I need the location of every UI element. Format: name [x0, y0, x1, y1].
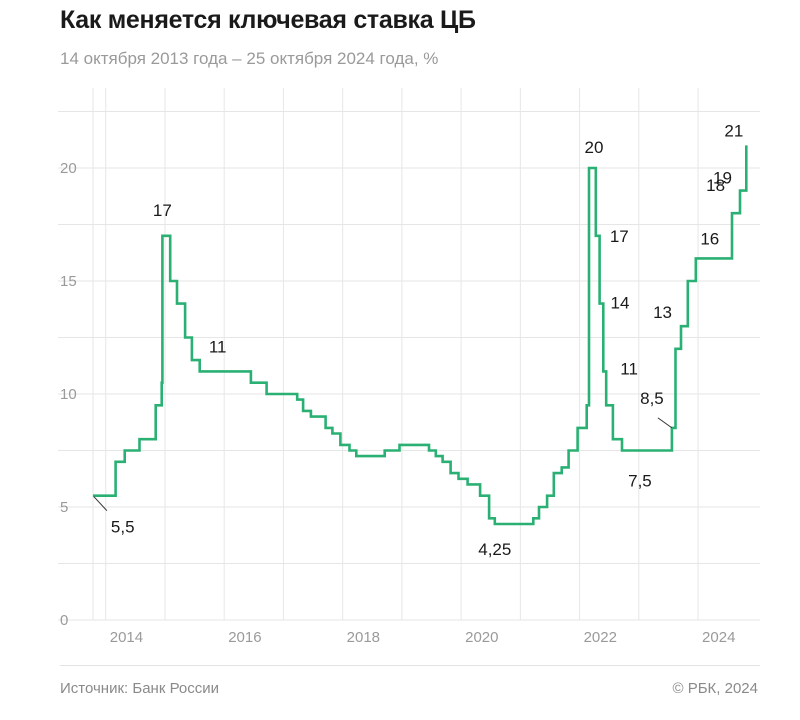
y-tick-label: 15 [60, 273, 77, 290]
chart-title: Как меняется ключевая ставка ЦБ [60, 6, 476, 34]
data-label: 13 [653, 303, 672, 322]
axis-labels: 0 5 10 15 20 2014 2016 2018 2020 2022 2024 [60, 160, 735, 646]
x-tick-label: 2016 [228, 629, 261, 646]
copyright-note: © РБК, 2024 [672, 680, 758, 697]
data-label: 16 [700, 229, 719, 248]
y-tick-label: 5 [60, 499, 68, 516]
footer-divider [60, 665, 760, 666]
x-tick-label: 2024 [702, 629, 735, 646]
chart-subtitle: 14 октября 2013 года – 25 октября 2024 г… [60, 49, 439, 68]
data-label: 7,5 [628, 472, 652, 491]
y-tick-label: 10 [60, 386, 77, 403]
label-leader-line [657, 417, 673, 429]
data-label: 11 [620, 359, 638, 378]
data-label: 8,5 [640, 389, 664, 408]
data-label: 18 [706, 176, 725, 195]
x-tick-label: 2018 [347, 629, 380, 646]
y-tick-label: 0 [60, 612, 68, 629]
x-tick-label: 2020 [465, 629, 498, 646]
series-group [92, 145, 748, 526]
data-label: 20 [585, 138, 604, 157]
x-tick-label: 2022 [584, 629, 617, 646]
data-label: 17 [153, 201, 172, 220]
data-label: 19 [713, 169, 732, 188]
data-label: 21 [724, 121, 743, 140]
key-rate-line [92, 145, 748, 526]
source-note: Источник: Банк России [60, 680, 220, 697]
label-leader-line [93, 496, 108, 512]
data-label: 17 [610, 227, 629, 246]
data-label: 4,25 [478, 540, 511, 559]
data-label: 11 [209, 337, 227, 356]
data-label: 5,5 [111, 518, 135, 537]
grid-lines [58, 88, 760, 621]
y-tick-label: 20 [60, 160, 77, 177]
data-label: 14 [611, 294, 630, 313]
x-tick-label: 2014 [110, 629, 143, 646]
